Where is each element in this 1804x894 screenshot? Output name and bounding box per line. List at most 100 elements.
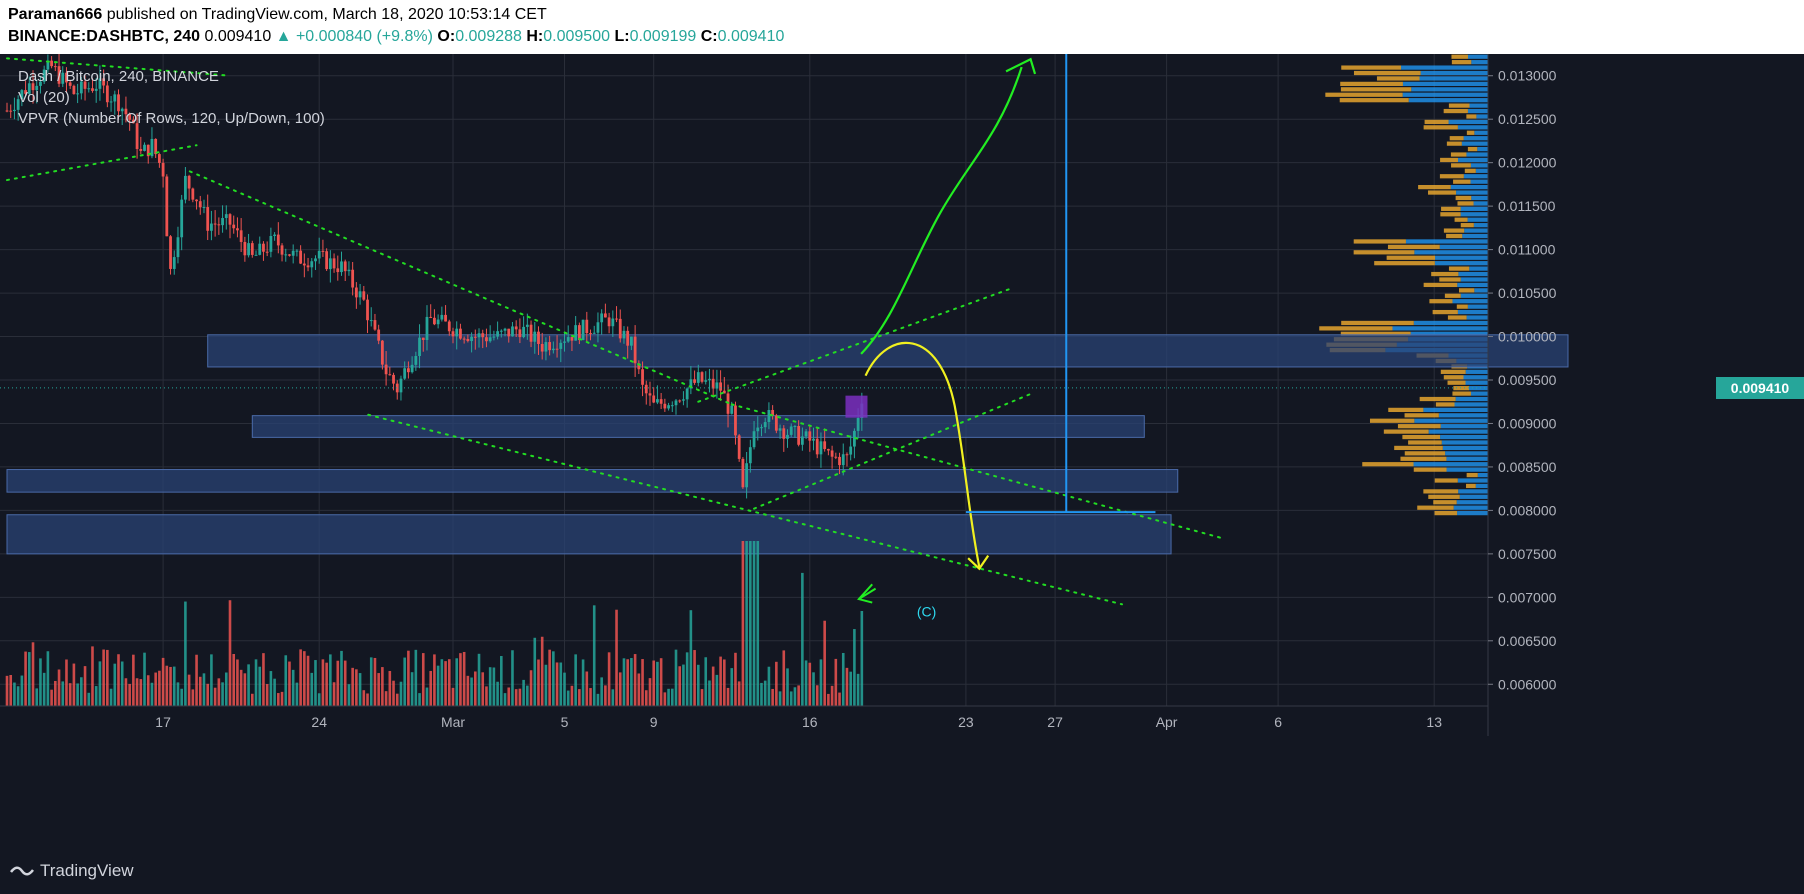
volume-bar [117, 654, 120, 706]
vp-down-bar [1387, 244, 1440, 249]
volume-bar [659, 658, 663, 706]
candle-body [693, 379, 696, 383]
candle-body [53, 66, 57, 68]
volume-bar [596, 693, 600, 706]
candle-body [800, 436, 804, 445]
vp-down-bar [1443, 108, 1468, 114]
vp-up-bar [1467, 54, 1488, 59]
candle-body [421, 337, 425, 341]
vp-down-bar [1466, 130, 1475, 135]
vp-down-bar [1340, 81, 1403, 86]
volume-bar [351, 667, 354, 706]
candle-body [295, 250, 299, 252]
volume-bar [756, 541, 760, 706]
volume-bar [284, 655, 288, 706]
volume-bar [845, 667, 849, 706]
price-chart[interactable]: (C) 0.0130000.0125000.0120000.0115000.01… [0, 53, 1804, 849]
volume-bar [340, 650, 343, 706]
vp-up-bar [1469, 103, 1488, 108]
candle-body [120, 108, 124, 112]
candle-body [273, 234, 276, 237]
vp-up-bar [1475, 168, 1488, 173]
vp-down-bar [1340, 87, 1412, 92]
volume-bar [749, 541, 752, 706]
chart-area[interactable]: (C) 0.013000 0.012500 0.012000 0.011500 0.01… [0, 53, 1804, 849]
candle-body [678, 400, 682, 402]
vp-up-bar [1441, 440, 1488, 445]
price-tick-label: 0.012500 [1498, 111, 1557, 127]
volume-bar [856, 673, 860, 706]
volume-bar [555, 662, 559, 706]
vp-up-bar [1455, 396, 1488, 402]
purple-marker [845, 395, 868, 418]
volume-bar [771, 688, 774, 706]
vp-down-bar [1448, 266, 1470, 271]
candle-body [310, 261, 314, 268]
vp-down-bar [1418, 185, 1451, 190]
vp-down-bar [1443, 375, 1464, 380]
volume-bar [102, 649, 105, 706]
vp-down-bar [1439, 174, 1464, 179]
vp-down-bar [1434, 511, 1458, 516]
candle-body [444, 314, 447, 322]
volume-bar [644, 690, 648, 706]
vp-down-bar [1428, 494, 1460, 499]
volume-bar [202, 673, 206, 706]
volume-bar [50, 689, 53, 706]
candle-body [325, 251, 329, 270]
candle-body [65, 72, 68, 83]
candle-body [462, 338, 466, 340]
volume-bar [618, 672, 622, 706]
vp-up-bar [1420, 70, 1488, 76]
volume-bar [589, 688, 592, 706]
volume-bar [358, 673, 362, 706]
vp-down-bar [1451, 60, 1472, 65]
candle-body [607, 317, 611, 327]
symbol-line: BINANCE:DASHBTC, 240 0.009410 ▲ +0.00084… [8, 28, 784, 46]
volume-bar [734, 652, 737, 706]
candle-body [61, 72, 65, 84]
volume-bar [682, 664, 685, 706]
volume-bar [206, 683, 209, 706]
vp-up-bar [1410, 331, 1488, 336]
vp-up-bar [1440, 434, 1488, 440]
tradingview-icon [10, 866, 34, 876]
volume-bar [477, 653, 481, 706]
candle-body [265, 251, 269, 253]
volume-bar [221, 682, 224, 706]
tradingview-logo[interactable]: TradingView [10, 861, 134, 881]
candle-body [741, 458, 745, 488]
candle-body [131, 119, 135, 124]
price-axis[interactable]: 0.013000 0.012500 0.012000 0.011500 0.011000… [1487, 54, 1557, 736]
vp-down-bar [1446, 233, 1463, 239]
candle-body [105, 85, 109, 103]
candle-body [544, 342, 548, 352]
candle-body [797, 426, 801, 445]
time-tick-label: 9 [650, 714, 658, 730]
vp-up-bar [1463, 136, 1488, 141]
volume-bar [98, 661, 102, 706]
vp-down-bar [1447, 380, 1466, 385]
change-value: ▲ +0.000840 (+9.8%) [275, 28, 433, 45]
wave-label: (C) [917, 603, 936, 619]
candle-body [466, 338, 470, 342]
volume-bar [812, 672, 815, 706]
candle-body [815, 438, 819, 455]
author-name[interactable]: Paraman666 [8, 6, 103, 23]
candle-body [648, 393, 652, 396]
candle-body [786, 434, 789, 439]
candles [5, 53, 864, 499]
time-axis[interactable]: 17 24 Mar 5 9 16 23 27 Apr 6 13 [0, 705, 1488, 730]
volume-bar [860, 611, 864, 706]
volume-bar [369, 657, 373, 706]
candle-body [633, 336, 637, 364]
volume-bar [280, 691, 284, 706]
candle-body [314, 258, 317, 262]
volume-bar [68, 683, 72, 706]
volume-bar [388, 670, 392, 706]
volume-bar [470, 677, 473, 706]
volume-bar [789, 691, 793, 706]
vp-down-bar [1404, 413, 1439, 418]
candle-body [819, 441, 823, 455]
vp-down-bar [1353, 239, 1406, 244]
